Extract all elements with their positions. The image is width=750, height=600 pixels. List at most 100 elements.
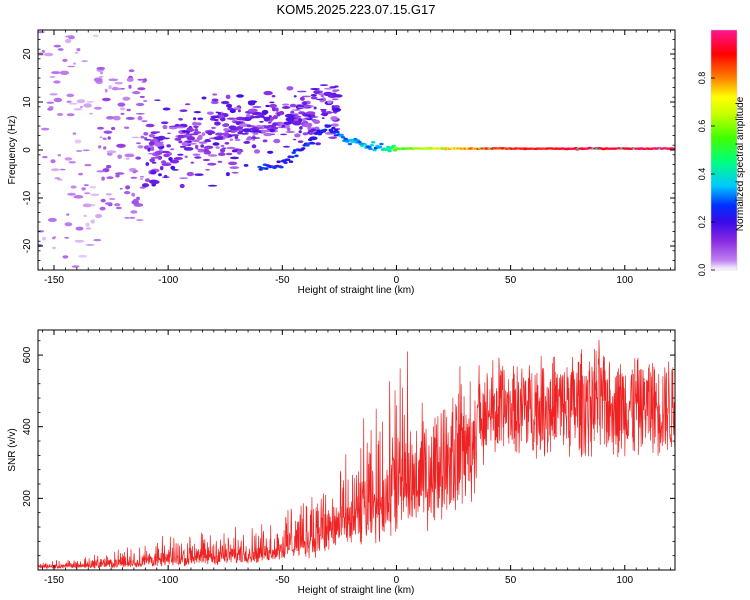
spectrogram-cell: [41, 127, 50, 131]
spectrogram-cell: [226, 146, 236, 150]
spectrogram-cell: [151, 161, 157, 164]
spectrogram-cell: [173, 157, 183, 160]
spectrogram-cell: [96, 170, 106, 173]
spectrogram-ridge-cell: [371, 141, 376, 144]
spectrogram-cell: [148, 152, 154, 155]
spectrogram-cell: [150, 147, 155, 151]
spectrogram-cell: [333, 105, 340, 109]
spectrogram-cell: [222, 147, 227, 150]
spectrogram-cell: [281, 103, 290, 106]
chart-title: KOM5.2025.223.07.15.G17: [276, 2, 435, 17]
spectrogram-cell: [53, 44, 61, 48]
spectrogram-cell: [192, 121, 198, 126]
spectrogram-cell: [150, 156, 161, 159]
snr-y-label: SNR (v/v): [7, 428, 18, 471]
spectrogram-cell: [301, 95, 311, 98]
spectrogram-cell: [89, 112, 94, 115]
spectrogram-cell: [252, 115, 261, 119]
spectrogram-cell: [283, 145, 290, 148]
spectrogram-cell: [204, 147, 211, 150]
spectrogram-cell: [59, 168, 66, 171]
spectrogram-cell: [145, 123, 155, 128]
spectrogram-cell: [168, 157, 173, 161]
spectrogram-cell: [70, 185, 77, 189]
spectrogram-cell: [152, 136, 163, 139]
spectrogram-cell: [104, 88, 108, 93]
spectrogram-cell: [161, 160, 167, 165]
spectrogram-cell: [298, 111, 305, 115]
spectrogram-ridge-cell: [283, 161, 288, 164]
spectrogram-cell: [76, 150, 83, 152]
spectrogram-cell: [270, 133, 276, 136]
spectrogram-cell: [114, 203, 121, 207]
spectrogram-cell: [267, 150, 274, 154]
spectrogram-cell: [115, 174, 120, 178]
spectrogram-cell: [181, 141, 189, 146]
spectrogram-cell: [225, 152, 233, 156]
spectrogram-cell: [271, 107, 277, 112]
spectrogram-ridge-cell: [301, 147, 306, 150]
spectrogram-cell: [73, 195, 84, 199]
spectrogram-cell: [330, 116, 339, 121]
spectrogram-cell: [243, 140, 251, 144]
spectrogram-cell: [178, 140, 183, 144]
spectrogram-cell: [95, 79, 102, 82]
spectrogram-cell: [89, 185, 97, 189]
spectrogram-y-tick-label: -20: [22, 238, 33, 253]
spectrogram-x-tick-label: 100: [616, 275, 633, 286]
spectrogram-cell: [111, 126, 116, 131]
spectrogram-cell: [73, 108, 83, 111]
spectrogram-cell: [154, 150, 163, 156]
snr-plot-area: [38, 330, 675, 570]
spectrogram-cell: [75, 226, 84, 231]
spectrogram-cell: [175, 126, 186, 129]
colorbar-tick-label: 0.6: [697, 120, 707, 133]
spectrogram-cell: [240, 132, 248, 135]
spectrogram-cell: [279, 111, 285, 115]
spectrogram-cell: [215, 111, 219, 114]
spectrogram-cell: [71, 265, 80, 268]
colorbar-tick-label: 0.2: [697, 216, 707, 229]
spectrogram-cell: [245, 114, 251, 118]
spectrogram-cell: [57, 48, 64, 51]
spectrogram-cell: [324, 87, 333, 90]
spectrogram-cell: [111, 86, 119, 91]
spectrogram-cell: [263, 117, 270, 122]
spectrogram-cell: [321, 117, 325, 119]
spectrogram-cell: [101, 176, 105, 181]
spectrogram-cell: [128, 69, 135, 73]
spectrogram-cell: [184, 103, 191, 106]
spectrogram-cell: [53, 236, 57, 239]
spectrogram-cell: [237, 109, 241, 113]
spectrogram-cell: [102, 137, 107, 141]
spectrogram-ridge-cell: [347, 142, 353, 146]
snr-x-tick-label: 100: [616, 575, 633, 586]
spectrogram-ridge-cell: [276, 160, 281, 163]
spectrogram-cell: [47, 217, 57, 222]
spectrogram-cell: [325, 132, 332, 135]
spectrogram-cell: [261, 129, 271, 133]
spectrogram-cell: [263, 132, 273, 137]
spectrogram-cell: [143, 137, 148, 140]
spectrogram-cell: [283, 121, 292, 125]
spectrogram-cell: [305, 111, 316, 115]
spectrogram-cell: [102, 97, 111, 102]
spectrogram-cell: [222, 132, 230, 137]
spectrogram-cell: [271, 95, 276, 98]
spectrogram-cell: [186, 136, 195, 141]
colorbar-ticks: 0.0 0.2 0.4 0.6 0.8: [697, 72, 715, 276]
spectrogram-cell: [177, 153, 184, 156]
spectrogram-ridge-cell: [335, 130, 340, 134]
colorbar-label: Normalized spectral amplitude: [735, 96, 746, 231]
spectrogram-cell: [137, 145, 144, 149]
spectrogram-cell: [333, 94, 343, 98]
spectrogram-cell: [160, 121, 169, 125]
spectrogram-cell: [186, 171, 194, 177]
spectrogram-cell: [230, 156, 239, 160]
spectrogram-cell: [82, 203, 92, 208]
spectrogram-cell: [42, 155, 48, 159]
spectrogram-cell: [113, 116, 121, 121]
spectrogram-cell: [57, 113, 64, 116]
spectrogram-cell: [281, 106, 291, 109]
